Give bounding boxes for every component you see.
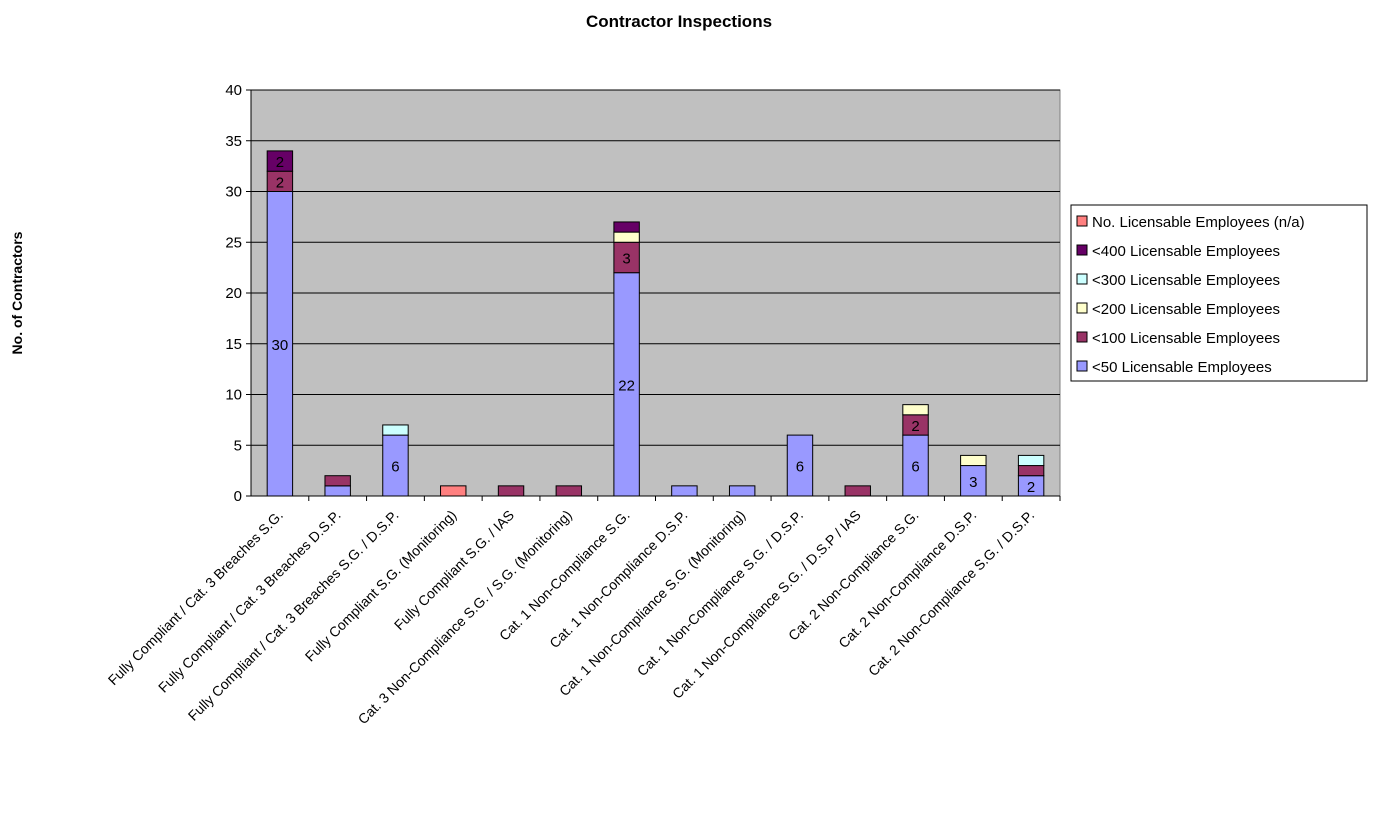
bar-segment (440, 485, 467, 497)
x-category-label: Cat. 3 Non-Compliance S.G. / S.G. (Monit… (355, 507, 575, 727)
y-tick-label: 10 (225, 387, 242, 404)
bar-segment (266, 150, 294, 172)
bar-segment (613, 231, 640, 243)
x-category-label: Fully Compliant S.G. / IAS (391, 507, 517, 633)
legend-entry: <300 Licensable Employees (1092, 272, 1280, 289)
y-tick-label: 40 (225, 82, 242, 99)
bar-segment (613, 272, 640, 497)
bar-segment (324, 475, 351, 487)
bar-segment (324, 485, 351, 497)
y-tick-label: 25 (225, 234, 242, 251)
bar-data-label: 2 (1027, 479, 1035, 496)
legend-swatch (1076, 273, 1088, 285)
bar-segment (844, 485, 871, 497)
legend-swatch (1076, 215, 1088, 227)
bar-segment (902, 404, 929, 416)
bar-data-label: 6 (391, 459, 399, 476)
legend-swatch (1076, 302, 1088, 314)
bar-segment (1017, 454, 1045, 467)
legend-swatch (1076, 331, 1088, 343)
bar-segment (1017, 465, 1045, 477)
bar-segment (960, 465, 987, 497)
bar-segment (786, 434, 814, 497)
bar-data-label: 3 (969, 474, 977, 491)
legend-entry: <50 Licensable Employees (1092, 359, 1272, 376)
y-axis-label: No. of Contractors (9, 231, 25, 354)
legend-swatch (1076, 244, 1088, 256)
bar-data-label: 2 (911, 418, 919, 435)
y-tick-label: 15 (225, 336, 242, 353)
bar-segment (382, 434, 409, 497)
y-tick-label: 0 (234, 488, 242, 505)
y-tick-label: 35 (225, 133, 242, 150)
y-tick-label: 5 (234, 437, 242, 454)
chart-title: Contractor Inspections (586, 12, 772, 31)
legend-entry: <400 Licensable Employees (1092, 243, 1280, 260)
bar-segment (497, 485, 525, 497)
bar-data-label: 22 (618, 377, 635, 394)
legend-swatch (1076, 360, 1088, 372)
bar-data-label: 30 (272, 337, 289, 354)
y-tick-label: 30 (225, 184, 242, 201)
y-tick-label: 20 (225, 285, 242, 302)
bar-data-label: 6 (796, 459, 804, 476)
bar-segment (613, 221, 640, 233)
bar-segment (382, 424, 409, 436)
bar-data-label: 3 (622, 250, 630, 267)
legend-entry: <100 Licensable Employees (1092, 330, 1280, 347)
bar-data-label: 6 (911, 459, 919, 476)
bar-data-label: 2 (276, 174, 284, 191)
bar-segment (960, 454, 987, 467)
legend-entry: <200 Licensable Employees (1092, 301, 1280, 318)
bar-segment (266, 191, 294, 497)
legend: No. Licensable Employees (n/a) <400 Licen… (1070, 204, 1368, 382)
legend-box (1070, 204, 1368, 382)
bar-segment (555, 485, 583, 497)
legend-entry: No. Licensable Employees (n/a) (1092, 214, 1305, 231)
bar-data-label: 2 (276, 154, 284, 171)
bar-segment (671, 485, 698, 497)
x-category-label: Fully Compliant / Cat. 3 Breaches S.G. /… (185, 507, 402, 724)
bar-segment (728, 485, 756, 497)
